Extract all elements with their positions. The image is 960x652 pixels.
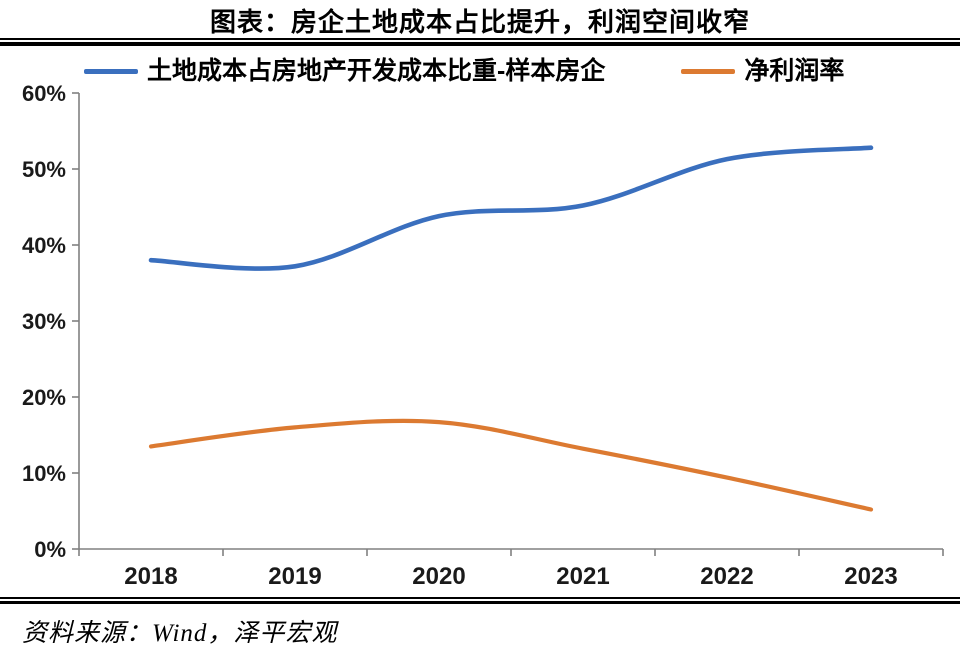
line-net-profit-margin (148, 418, 874, 512)
line-land-cost-ratio (148, 145, 874, 271)
legend-label-land-cost: 土地成本占房地产开发成本比重-样本房企 (147, 57, 606, 85)
y-tick-label: 50% (22, 157, 66, 182)
legend-item-net-margin: 净利润率 (681, 56, 844, 86)
legend-swatch-land-cost (84, 68, 138, 74)
legend-item-land-cost: 土地成本占房地产开发成本比重-样本房企 (84, 56, 605, 86)
x-tick-label: 2021 (556, 563, 609, 590)
x-tick-label: 2020 (412, 563, 465, 590)
bottom-rule-thin (0, 597, 960, 599)
chart-title: 图表：房企土地成本占比提升，利润空间收窄 (209, 8, 750, 37)
x-tick-label: 2023 (844, 563, 897, 590)
source-note: 资料来源：Wind，泽平宏观 (22, 620, 338, 647)
legend-swatch-net-margin (681, 68, 736, 74)
bottom-rule-thick (0, 601, 960, 604)
y-tick-label: 10% (22, 461, 66, 486)
top-rule-thin (0, 38, 960, 40)
y-tick-label: 40% (22, 233, 66, 258)
top-rule-thick (0, 42, 960, 46)
x-tick-label: 2019 (268, 563, 321, 590)
legend-label-net-margin: 净利润率 (744, 57, 845, 85)
x-tick-label: 2022 (700, 563, 753, 590)
y-tick-label: 60% (22, 81, 66, 106)
y-tick-label: 30% (22, 309, 66, 334)
y-tick-label: 0% (34, 537, 66, 562)
x-tick-label: 2018 (124, 563, 177, 590)
chart-legend: 土地成本占房地产开发成本比重-样本房企 净利润率 (84, 56, 844, 86)
y-tick-label: 20% (22, 385, 66, 410)
